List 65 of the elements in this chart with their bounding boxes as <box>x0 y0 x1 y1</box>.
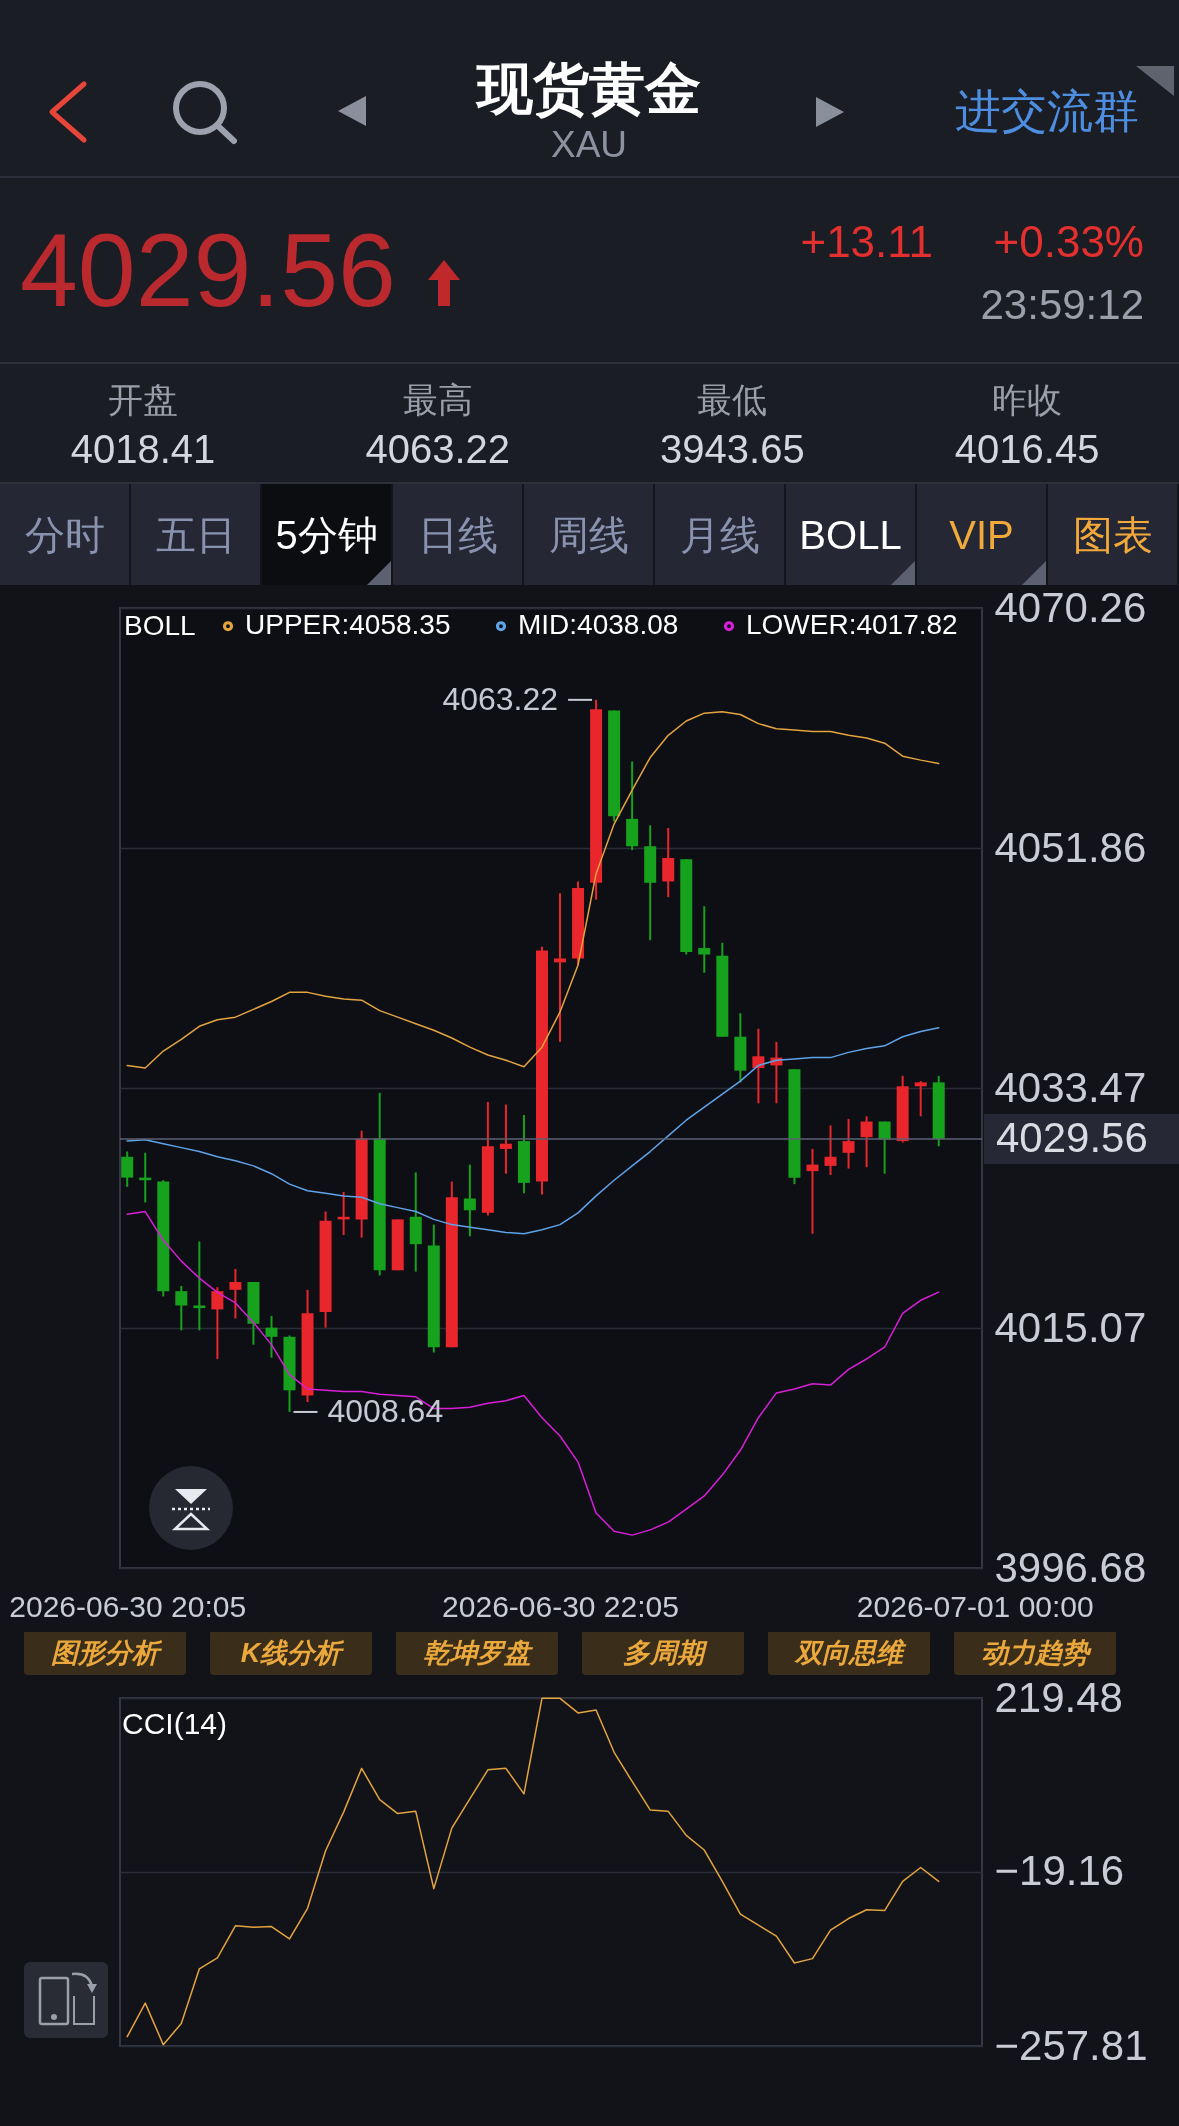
y-tick-label: −19.16 <box>994 1847 1125 1895</box>
legend-label: MID:4038.08 <box>518 609 679 641</box>
candlestick <box>211 1286 224 1360</box>
candlestick <box>806 1147 819 1235</box>
candlestick <box>752 1027 765 1105</box>
text: 4063.22 <box>365 427 510 471</box>
candlestick <box>824 1124 837 1177</box>
y-tick-label: 219.48 <box>994 1673 1123 1721</box>
text: BOLL <box>799 513 902 557</box>
candlestick <box>662 826 675 899</box>
text: K线分析 <box>240 1637 342 1668</box>
legend-title: BOLL <box>124 610 196 641</box>
text: 3943.65 <box>660 427 805 471</box>
candlestick <box>842 1117 855 1170</box>
y-tick-label: 4070.26 <box>994 583 1147 631</box>
legend-label: UPPER:4058.35 <box>245 609 451 641</box>
ref-line-label: 4029.56 <box>996 1114 1148 1162</box>
candlestick <box>698 905 711 974</box>
annotation: 4008.64 <box>327 1392 444 1429</box>
y-tick-label: −257.81 <box>994 2021 1148 2069</box>
line-series <box>126 1027 940 1235</box>
line-series <box>126 1210 940 1536</box>
chart-title: CCI(14) <box>122 1707 228 1740</box>
text: +0.33% <box>993 217 1144 266</box>
x-tick-label: 2026-06-30 22:05 <box>442 1589 679 1623</box>
text: 5分钟 <box>275 513 378 557</box>
x-tick-label: 2026-06-30 20:05 <box>9 1589 247 1623</box>
y-tick-label: 4015.07 <box>994 1303 1147 1351</box>
annotation: 4063.22 <box>442 680 559 717</box>
candlestick <box>499 1103 512 1175</box>
text: 现货黄金 <box>477 57 701 120</box>
text: 4016.45 <box>954 427 1100 471</box>
legend-label: LOWER:4017.82 <box>746 609 958 641</box>
y-tick-label: 3996.68 <box>994 1543 1147 1591</box>
candlestick <box>175 1284 188 1332</box>
candlestick <box>554 892 567 1043</box>
candlestick <box>914 1080 927 1118</box>
text: 4029.56 <box>20 212 396 328</box>
text: 昨收 <box>992 379 1063 419</box>
candlestick <box>193 1240 206 1332</box>
text: 图表 <box>1072 513 1153 557</box>
text: 分时 <box>24 513 105 557</box>
line-series <box>126 711 940 1069</box>
text: 最高 <box>402 379 473 419</box>
y-tick-label: 4051.86 <box>994 823 1147 871</box>
text: +13.11 <box>800 217 933 266</box>
text: 乾坤罗盘 <box>423 1637 531 1668</box>
text: 五日 <box>155 513 236 557</box>
text: 日线 <box>417 513 498 557</box>
text: 4018.41 <box>70 427 216 471</box>
candlestick <box>121 1150 134 1188</box>
text: 开盘 <box>108 379 178 419</box>
candlestick <box>229 1267 242 1320</box>
text: VIP <box>949 513 1014 557</box>
text: 23:59:12 <box>980 281 1144 328</box>
text: 进交流群 <box>955 85 1139 137</box>
x-tick-label: 2026-07-01 00:00 <box>856 1589 1094 1623</box>
y-tick-label: 4033.47 <box>994 1063 1147 1111</box>
candlestick <box>463 1163 476 1238</box>
text: XAU <box>550 123 628 165</box>
candlestick <box>860 1115 873 1169</box>
candlestick <box>265 1314 278 1359</box>
text: 最低 <box>697 379 768 419</box>
text: 月线 <box>679 513 760 557</box>
text: 周线 <box>548 513 629 557</box>
